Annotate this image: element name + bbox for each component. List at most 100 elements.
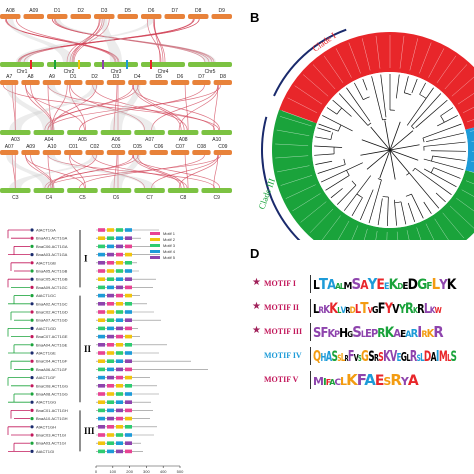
synteny-block bbox=[101, 19, 122, 62]
synteny-block bbox=[7, 19, 75, 62]
synteny-block bbox=[16, 19, 155, 62]
motif-box bbox=[98, 416, 105, 421]
motif-box bbox=[125, 252, 132, 257]
tree-branch bbox=[315, 136, 331, 140]
row1-bottom-chromosome bbox=[94, 62, 138, 67]
tree-branch bbox=[411, 193, 424, 219]
gene-name: BnaC08.ACT1GG bbox=[36, 383, 68, 388]
motif-box bbox=[125, 400, 132, 404]
leaf-label-line bbox=[277, 165, 310, 173]
gene-name: BnaC02.ACT1GD bbox=[36, 310, 68, 315]
row3-top-label: A09 bbox=[26, 144, 35, 150]
leaf-label-line bbox=[406, 230, 410, 240]
motif-box bbox=[116, 326, 123, 331]
motif-box bbox=[98, 441, 105, 445]
synteny-block bbox=[9, 85, 98, 130]
row3-bottom-label: C8 bbox=[180, 195, 187, 200]
synteny-block bbox=[48, 155, 156, 188]
synteny-link bbox=[151, 84, 219, 131]
tree-branch bbox=[394, 199, 397, 226]
row2-top-label: D6 bbox=[177, 74, 184, 80]
row1-bottom-chromosome bbox=[47, 62, 91, 67]
motif-box bbox=[107, 261, 114, 265]
leaf-label-line bbox=[312, 64, 336, 90]
motif-box bbox=[107, 334, 114, 339]
synteny-link bbox=[51, 18, 213, 63]
motif-box bbox=[125, 269, 132, 273]
gene-name: BnaA03.ACT1GA bbox=[36, 252, 68, 257]
motif-box bbox=[116, 449, 123, 454]
tree-branch bbox=[423, 168, 457, 188]
synteny-link bbox=[51, 84, 68, 131]
motif-box bbox=[107, 367, 114, 372]
motif-label: MOTIF IV bbox=[264, 351, 302, 360]
synteny-link bbox=[113, 154, 118, 189]
row2-top-label: D8 bbox=[220, 74, 227, 80]
row3-top-label: C01 bbox=[69, 144, 78, 150]
row1-top-label: D6 bbox=[148, 8, 155, 14]
leaf-label-line bbox=[436, 55, 457, 83]
row1-bottom-label: Chr5 bbox=[205, 69, 216, 75]
leaf-label-line bbox=[280, 175, 313, 186]
row3-bottom-label: C5 bbox=[79, 195, 86, 200]
motif-box bbox=[98, 359, 105, 363]
synteny-link bbox=[69, 84, 145, 131]
row2-bottom-label: A06 bbox=[112, 137, 121, 143]
synteny-link bbox=[66, 18, 101, 63]
motif-box bbox=[98, 310, 105, 314]
row3-top-label: A10 bbox=[47, 144, 56, 150]
motif-box bbox=[98, 269, 105, 273]
synteny-block bbox=[6, 85, 55, 130]
row1-top-label: D5 bbox=[125, 8, 132, 14]
gene-dot bbox=[30, 253, 34, 257]
tree-trunk bbox=[360, 149, 391, 156]
motif-box bbox=[107, 359, 114, 363]
gene-name: BnaA07.ACT1GD bbox=[36, 318, 68, 323]
leaf-label-line bbox=[292, 193, 321, 212]
tree-branch bbox=[435, 192, 446, 203]
tree-trunk bbox=[389, 121, 401, 151]
tree-trunk bbox=[384, 120, 391, 151]
tree-branch bbox=[409, 172, 440, 209]
motif-box bbox=[116, 334, 123, 339]
row1-top-chromosome bbox=[70, 14, 91, 19]
gene-marker bbox=[126, 60, 128, 69]
motif-sequence: SFKPHGSLEPRKAEARIRKR bbox=[313, 323, 444, 341]
row3-top-chromosome bbox=[170, 150, 190, 155]
tree-branch bbox=[440, 107, 454, 117]
leaf-label-line bbox=[348, 42, 361, 74]
panel-c-motif-structure: AtACT1GA BnaA01.ACT1GA BnaC06.ACT1GA BnaA03… bbox=[0, 222, 240, 474]
synteny-link bbox=[18, 18, 194, 63]
row1-top-chromosome bbox=[211, 14, 232, 19]
synteny-link bbox=[51, 154, 97, 189]
tree-branch bbox=[433, 167, 461, 179]
motif-box bbox=[98, 285, 105, 290]
gene-name: BnaC06.ACT1GA bbox=[36, 244, 68, 249]
row3-bottom-label: C7 bbox=[146, 195, 153, 200]
motif-logo: SFKPHGSLEPRKAEARIRKR bbox=[310, 323, 459, 341]
row1-bottom-label: Chr1 bbox=[17, 69, 28, 75]
row2-bottom-chromosome bbox=[33, 130, 65, 135]
motif-box bbox=[125, 375, 132, 380]
tree-arc bbox=[404, 92, 412, 96]
gene-marker bbox=[150, 60, 152, 69]
tree-branch bbox=[315, 160, 333, 165]
motif-box bbox=[125, 416, 132, 421]
synteny-block bbox=[54, 19, 216, 62]
motif-box bbox=[125, 343, 132, 347]
gene-dot bbox=[30, 285, 34, 289]
row1-top-label: D7 bbox=[172, 8, 179, 14]
row1-top-label: D8 bbox=[195, 8, 202, 14]
gene-dot bbox=[30, 294, 34, 298]
leaf-label-line bbox=[456, 197, 474, 212]
tree-branch bbox=[407, 202, 416, 222]
leaf-label-line bbox=[465, 180, 474, 185]
row1-bottom-chromosome bbox=[0, 62, 44, 67]
motif-box bbox=[98, 261, 105, 265]
motif-box bbox=[125, 359, 132, 363]
x-tick-label: 200 bbox=[126, 469, 133, 474]
tree-branch bbox=[317, 164, 346, 174]
gene-dot bbox=[30, 326, 34, 330]
row2-top-chromosome bbox=[64, 80, 83, 85]
gene-name: AtACT1GD bbox=[36, 326, 56, 331]
